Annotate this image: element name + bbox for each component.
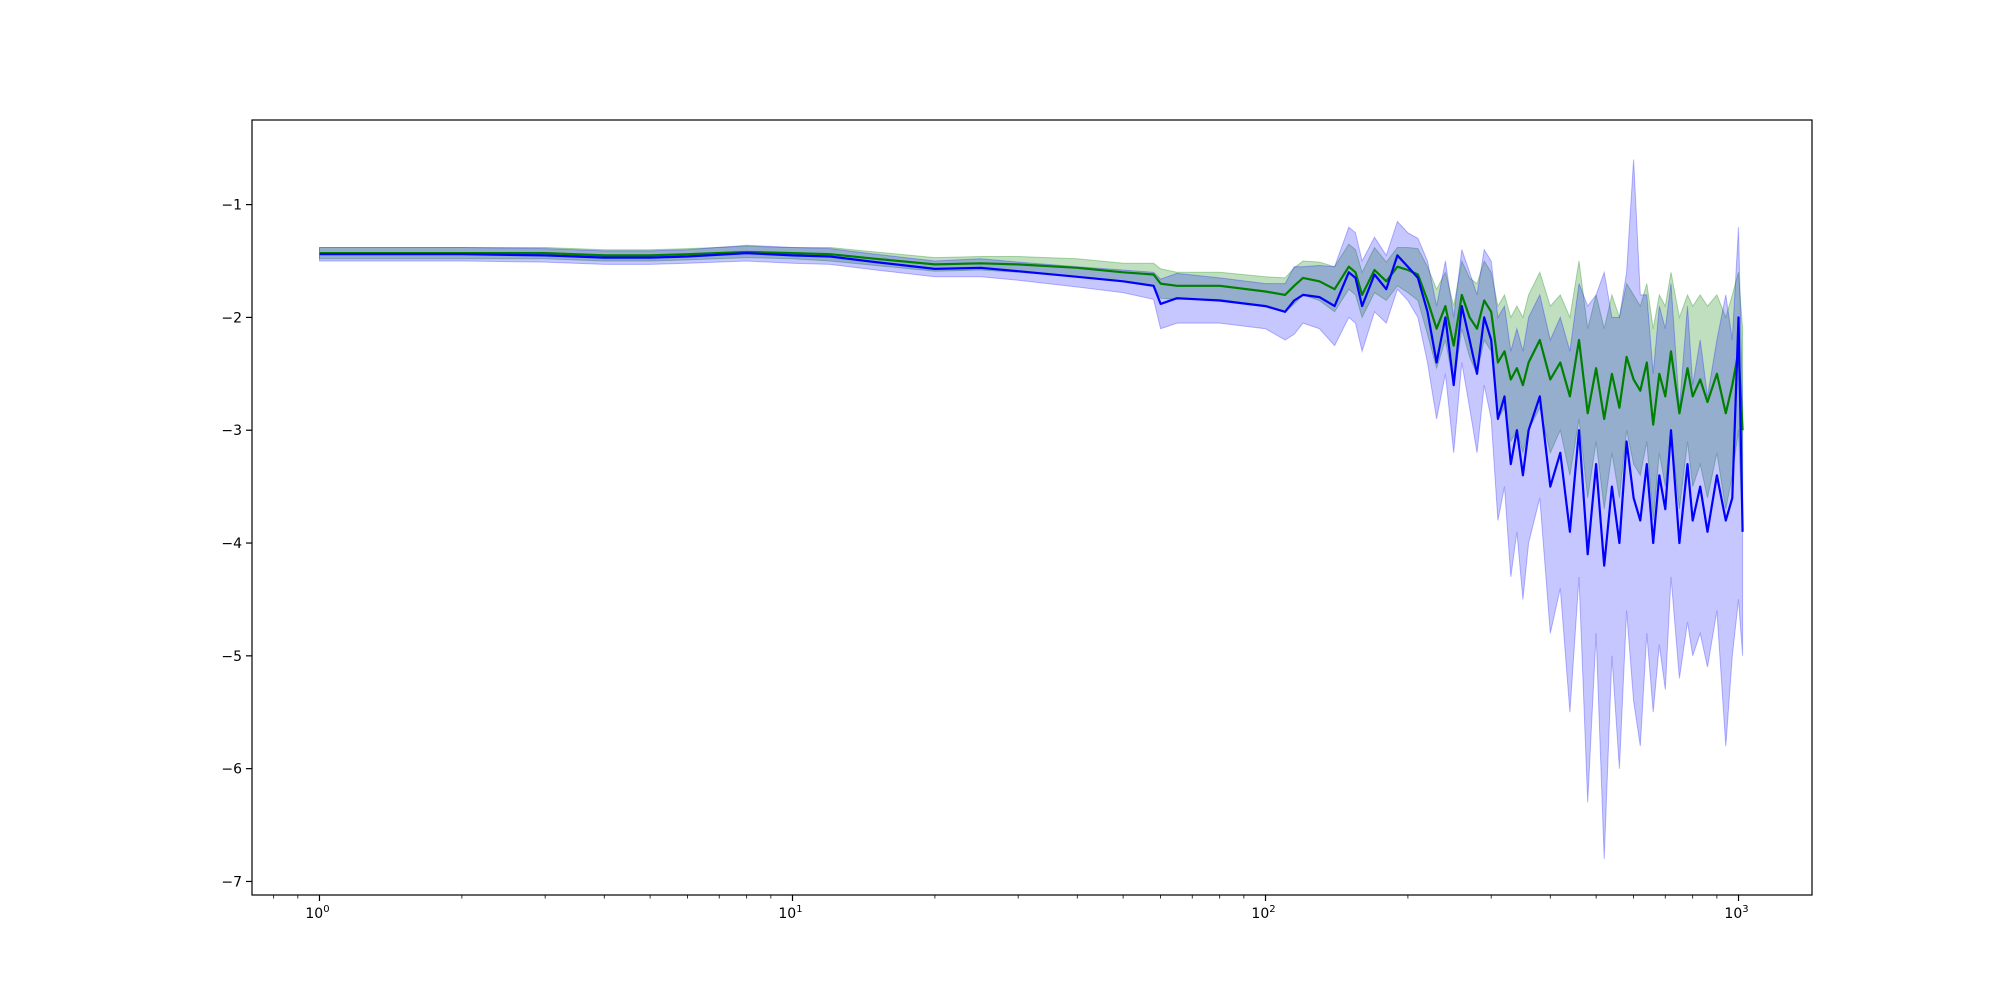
series-2-band: [319, 159, 1744, 859]
series-1-line: [319, 250, 1744, 431]
y-tick-label: −5: [221, 649, 242, 665]
series-layer: [319, 159, 1744, 859]
y-tick-label: −2: [221, 310, 242, 326]
y-tick-label: −3: [221, 423, 242, 439]
y-tick-label: −4: [221, 536, 242, 552]
series-2-line: [319, 252, 1744, 567]
plot-area: [251, 119, 1813, 896]
y-tick-label: −7: [221, 874, 242, 890]
x-tick-label: 102: [1251, 904, 1275, 922]
x-tick-label: 100: [305, 904, 329, 922]
axes-frame: [251, 119, 1813, 896]
y-tick-label: −1: [221, 198, 242, 214]
x-axis: 100 101 102 103: [273, 895, 1749, 922]
y-tick-label: −6: [221, 762, 242, 778]
x-tick-label: 103: [1724, 904, 1748, 922]
y-axis: −1 −2 −3 −4 −5 −6 −7: [221, 198, 252, 890]
x-tick-label: 101: [778, 904, 802, 922]
